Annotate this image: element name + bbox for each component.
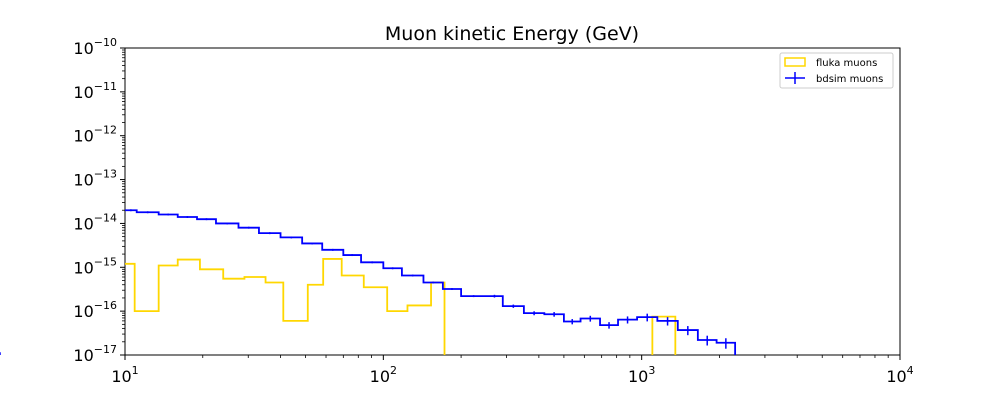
y-tick-label: 10−12 [73, 124, 117, 146]
fluka-step-line [125, 258, 446, 355]
legend-frame [779, 52, 894, 89]
y-tick-label: 10−15 [73, 255, 117, 277]
y-axis: 10−10 10−11 10−12 10−13 10−14 10−15 10−16 10−17 [73, 36, 125, 365]
x-axis: 101 102 103 104 [111, 355, 914, 386]
plot-area [124, 47, 901, 356]
fluka-bin [651, 315, 677, 355]
legend-swatch-fluka [784, 57, 806, 67]
y-tick-label: 10−16 [73, 299, 117, 321]
legend-label-fluka: fluka muons [816, 58, 877, 69]
series-layer [0, 209, 737, 355]
y-tick-label: 10−11 [73, 80, 117, 102]
x-tick-label: 102 [370, 364, 397, 386]
y-tick-label: 10−10 [73, 36, 117, 58]
y-tick-label: 10−17 [73, 343, 117, 365]
x-tick-label: 103 [628, 364, 655, 386]
legend-label-bdsim: bdsim muons [816, 74, 883, 85]
y-tick-label: 10−14 [73, 211, 117, 233]
x-tick-label: 104 [886, 364, 913, 386]
chart-title: Muon kinetic Energy (GeV) [385, 23, 639, 45]
y-tick-label: 10−13 [73, 168, 117, 190]
x-tick-label: 101 [111, 364, 138, 386]
legend: fluka muons bdsim muons [779, 52, 894, 89]
bdsim-step-line [125, 209, 737, 355]
